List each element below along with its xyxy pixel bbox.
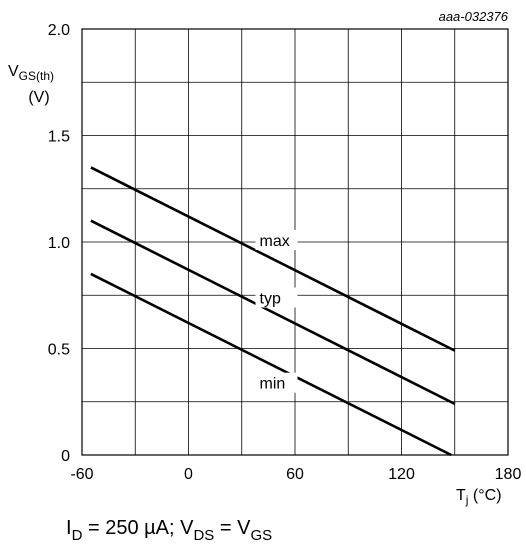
condition-current-value: = 250 µA; V	[82, 517, 194, 539]
y-tick-label: 0	[61, 448, 70, 465]
figure-code: aaa-032376	[439, 9, 509, 24]
x-axis-label-main: T	[456, 487, 466, 504]
x-tick-label: 120	[388, 466, 415, 483]
plot-frame	[81, 28, 509, 456]
y-axis-label-subscript: GS(th)	[19, 69, 54, 83]
condition-current-symbol: I	[66, 517, 72, 539]
condition-vds-subscript: DS	[193, 527, 214, 544]
series-line-typ	[90, 219, 456, 406]
condition-vgs-subscript: GS	[250, 527, 272, 544]
test-condition: ID = 250 µA; VDS = VGS	[66, 517, 272, 544]
condition-equals: = V	[214, 517, 251, 539]
x-tick-label: 0	[184, 466, 193, 483]
grid-lines	[82, 29, 508, 455]
x-tick-label: 180	[495, 466, 522, 483]
y-axis-unit: (V)	[28, 89, 49, 106]
y-tick-label: 0.5	[48, 342, 70, 359]
series-label-min: min	[260, 376, 286, 393]
y-axis-label: VGS(th)	[8, 63, 54, 83]
y-axis-label-main: V	[8, 63, 19, 80]
y-tick-label: 1.0	[48, 235, 70, 252]
x-axis-label-unit: (°C)	[473, 487, 502, 504]
x-axis-label-subscript: j	[465, 493, 469, 507]
series-label-background	[255, 230, 298, 250]
series-line-max	[90, 166, 456, 352]
series-line-min	[90, 272, 452, 457]
x-tick-label: 60	[286, 466, 304, 483]
series-lines: max typ min	[90, 166, 456, 457]
y-tick-label: 1.5	[48, 129, 70, 146]
series-label-background	[255, 287, 298, 308]
y-tick-label: 2.0	[48, 22, 70, 39]
tick-labels: 00.51.01.52.0-60 0 60 120 180	[48, 22, 522, 483]
series-label-max: max	[260, 233, 290, 250]
series-label-background	[255, 372, 298, 393]
x-axis-label: Tj (°C)	[456, 487, 502, 507]
x-tick-label: -60	[70, 466, 93, 483]
series-label-typ: typ	[260, 291, 281, 308]
condition-current-subscript: D	[72, 527, 83, 544]
